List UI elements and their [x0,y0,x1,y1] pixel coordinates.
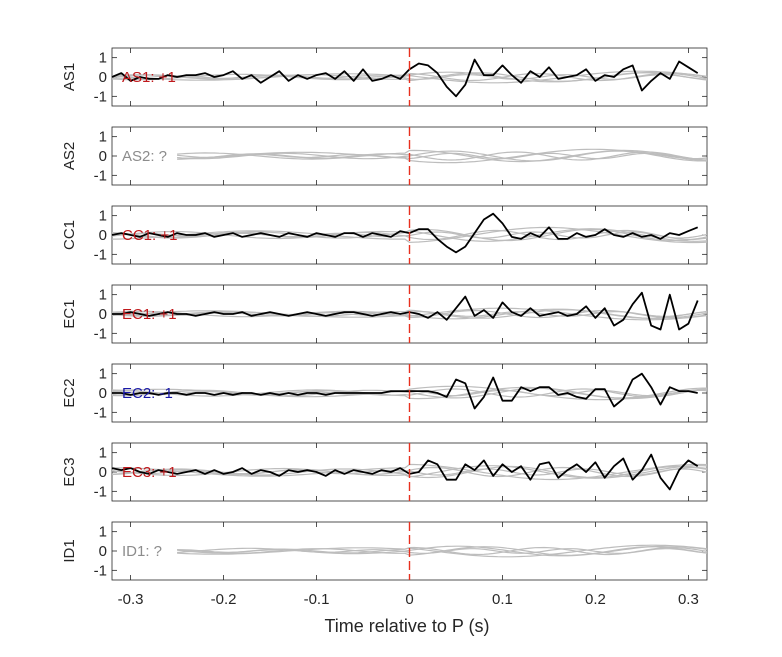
y-tick-label: 1 [99,524,107,541]
polarity-annotation: ID1: ? [122,543,162,560]
y-tick-label: 1 [99,366,107,383]
y-tick-label: 0 [99,543,107,560]
polarity-annotation: AS2: ? [122,148,167,165]
panel-id1: -1 0 1 ID1 ID1: ? [61,521,708,581]
y-tick-label: 0 [99,227,107,244]
background-trace [177,150,708,162]
y-tick-label: -1 [94,483,107,500]
x-axis-label: Time relative to P (s) [324,616,489,636]
y-tick-label: 0 [99,464,107,481]
x-tick-label: 0.2 [585,591,606,608]
y-tick-label: -1 [94,246,107,263]
panels: -1 0 1 AS1 AS1: +1 -1 0 1 AS2 AS2: ? -1 0 1 CC1 CC1: +… [61,47,708,581]
y-tick-label: 1 [99,287,107,304]
x-axis-tick-labels: -0.3 -0.2 -0.1 0 0.1 0.2 0.3 [118,591,699,608]
polarity-annotation: AS1: +1 [122,69,176,86]
background-trace [112,226,708,244]
y-tick-label: -1 [94,404,107,421]
polarity-annotation: EC3: +1 [122,464,177,481]
y-tick-label: 0 [99,69,107,86]
waveform-trace [112,372,698,410]
y-tick-label: 0 [99,306,107,323]
y-tick-label: 1 [99,129,107,146]
y-tick-label: 0 [99,148,107,165]
waveform-trace [111,58,699,98]
polarity-annotation: EC1: +1 [122,306,177,323]
waveform-trace [111,453,699,491]
x-tick-label: 0 [405,591,413,608]
x-tick-label: 0.3 [678,591,699,608]
waveform-trace [112,291,699,331]
y-tick-label: 1 [99,50,107,67]
station-label: ID1 [61,539,78,562]
x-tick-label: 0.1 [492,591,513,608]
x-tick-label: -0.2 [211,591,237,608]
panel-ec2: -1 0 1 EC2 EC2: -1 [61,363,708,423]
panel-as1: -1 0 1 AS1 AS1: +1 [61,47,708,107]
y-tick-label: 0 [99,385,107,402]
background-trace [177,152,708,160]
y-tick-label: 1 [99,445,107,462]
x-tick-label: -0.1 [304,591,330,608]
station-label: AS1 [61,63,78,91]
panel-ec1: -1 0 1 EC1 EC1: +1 [61,284,708,344]
panel-as2: -1 0 1 AS2 AS2: ? [61,126,708,186]
panel-cc1: -1 0 1 CC1 CC1: +1 [61,205,708,265]
y-tick-label: 1 [99,208,107,225]
background-trace [177,546,708,556]
polarity-annotation: EC2: -1 [122,385,173,402]
waveform-trace [111,212,699,254]
polarity-annotation: CC1: +1 [122,227,177,244]
x-tick-label: -0.3 [118,591,144,608]
station-label: CC1 [61,220,78,250]
station-label: AS2 [61,142,78,170]
background-trace [177,545,708,557]
y-tick-label: -1 [94,88,107,105]
y-tick-label: -1 [94,562,107,579]
station-label: EC3 [61,457,78,486]
panel-ec3: -1 0 1 EC3 EC3: +1 [61,442,708,502]
station-label: EC1 [61,299,78,328]
y-tick-label: -1 [94,325,107,342]
station-label: EC2 [61,378,78,407]
y-tick-label: -1 [94,167,107,184]
